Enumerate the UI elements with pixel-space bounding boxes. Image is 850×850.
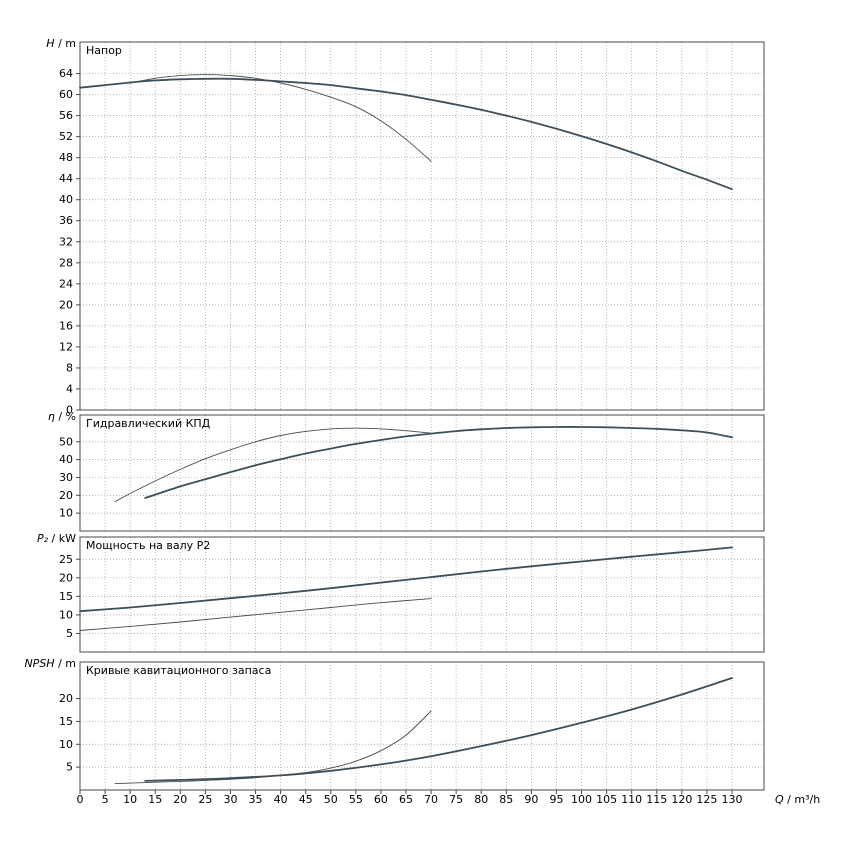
shaft-power-curve-main (79, 546, 733, 613)
x-tick-label: 10 (123, 793, 137, 806)
x-tick-label: 110 (621, 793, 642, 806)
y-tick-label: 32 (59, 235, 73, 248)
y-tick-label: 20 (59, 489, 73, 502)
x-tick-label: 20 (173, 793, 187, 806)
y-tick-label: 40 (59, 453, 73, 466)
y-tick-label: 60 (59, 88, 73, 101)
y-tick-label: 50 (59, 435, 73, 448)
panel-frame (79, 661, 765, 791)
panel-frame (79, 414, 765, 532)
x-tick-label: 25 (198, 793, 212, 806)
y-tick-label: 16 (59, 319, 73, 332)
x-tick-label: 40 (274, 793, 288, 806)
x-tick-label: 100 (571, 793, 592, 806)
x-tick-label: 45 (299, 793, 313, 806)
panel-title: Гидравлический КПД (86, 417, 211, 430)
x-tick-label: 120 (671, 793, 692, 806)
x-tick-label: 0 (77, 793, 84, 806)
y-tick-label: 8 (66, 361, 73, 374)
head-curve-secondary (129, 74, 432, 162)
y-tick-label: 40 (59, 193, 73, 206)
y-tick-label: 15 (59, 715, 73, 728)
y-tick-label: 10 (59, 738, 73, 751)
x-tick-label: 85 (499, 793, 513, 806)
shaft-power-curve-secondary (79, 598, 432, 631)
efficiency-curve-secondary (114, 427, 432, 503)
y-tick-label: 36 (59, 214, 73, 227)
y-tick-label: 0 (66, 404, 73, 417)
npsh-curve-main (144, 677, 733, 782)
y-tick-label: 28 (59, 256, 73, 269)
x-tick-label: 115 (646, 793, 667, 806)
x-tick-label: 105 (596, 793, 617, 806)
x-tick-label: 65 (399, 793, 413, 806)
npsh-curve-secondary (114, 710, 432, 785)
y-tick-label: 44 (59, 172, 73, 185)
panel-4: 5 10 15 20 Кривые кавитационного запаса NPSH … (24, 657, 765, 791)
y-tick-label: 20 (59, 298, 73, 311)
x-tick-label: 30 (223, 793, 237, 806)
x-tick-label: 60 (374, 793, 388, 806)
y-axis-label: P₂ / kW (37, 532, 76, 545)
x-axis-label: Q / m³/h (775, 793, 820, 806)
y-axis-label: NPSH / m (24, 657, 76, 670)
efficiency-curve-main (144, 426, 733, 499)
y-axis-label: H / m (46, 37, 76, 50)
y-tick-label: 10 (59, 507, 73, 520)
y-tick-label: 15 (59, 590, 73, 603)
y-tick-label: 20 (59, 692, 73, 705)
y-tick-label: 12 (59, 340, 73, 353)
x-axis: 0 5 10 15 20 25 30 35 40 45 50 55 60 65 70 75 80 85 90 95 10… (77, 790, 820, 806)
y-axis-label: η / % (48, 410, 76, 423)
x-tick-label: 95 (549, 793, 563, 806)
y-tick-label: 4 (66, 382, 73, 395)
y-tick-label: 5 (66, 761, 73, 774)
head-curve-main (79, 77, 733, 191)
y-tick-label: 48 (59, 151, 73, 164)
x-tick-label: 15 (148, 793, 162, 806)
y-tick-label: 20 (59, 571, 73, 584)
panel-3: 5 10 15 20 25 Мощность на валу P2 P₂ / kW (37, 532, 765, 653)
x-tick-label: 35 (249, 793, 263, 806)
y-tick-label: 30 (59, 471, 73, 484)
x-tick-label: 55 (349, 793, 363, 806)
x-tick-label: 70 (424, 793, 438, 806)
x-tick-label: 50 (324, 793, 338, 806)
y-tick-label: 5 (66, 627, 73, 640)
x-tick-label: 125 (696, 793, 717, 806)
y-tick-label: 10 (59, 608, 73, 621)
y-tick-label: 64 (59, 67, 73, 80)
panel-title: Мощность на валу P2 (86, 539, 210, 552)
x-tick-label: 80 (474, 793, 488, 806)
x-tick-label: 90 (524, 793, 538, 806)
panel-frame (79, 536, 765, 653)
y-tick-label: 52 (59, 130, 73, 143)
y-tick-label: 24 (59, 277, 73, 290)
x-tick-label: 75 (449, 793, 463, 806)
panel-frame (79, 41, 765, 411)
y-tick-label: 56 (59, 109, 73, 122)
panel-title: Кривые кавитационного запаса (86, 664, 271, 677)
panel-title: Напор (86, 44, 122, 57)
x-tick-label: 5 (102, 793, 109, 806)
x-tick-label: 130 (722, 793, 743, 806)
y-tick-label: 25 (59, 553, 73, 566)
panel-2: 10 20 30 40 50 Гидравлический КПД η / % (48, 410, 765, 532)
